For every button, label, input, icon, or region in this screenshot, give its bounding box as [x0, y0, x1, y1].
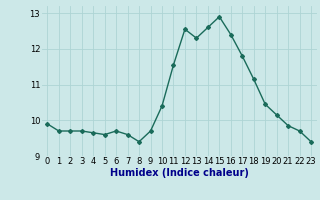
X-axis label: Humidex (Indice chaleur): Humidex (Indice chaleur) — [110, 168, 249, 178]
